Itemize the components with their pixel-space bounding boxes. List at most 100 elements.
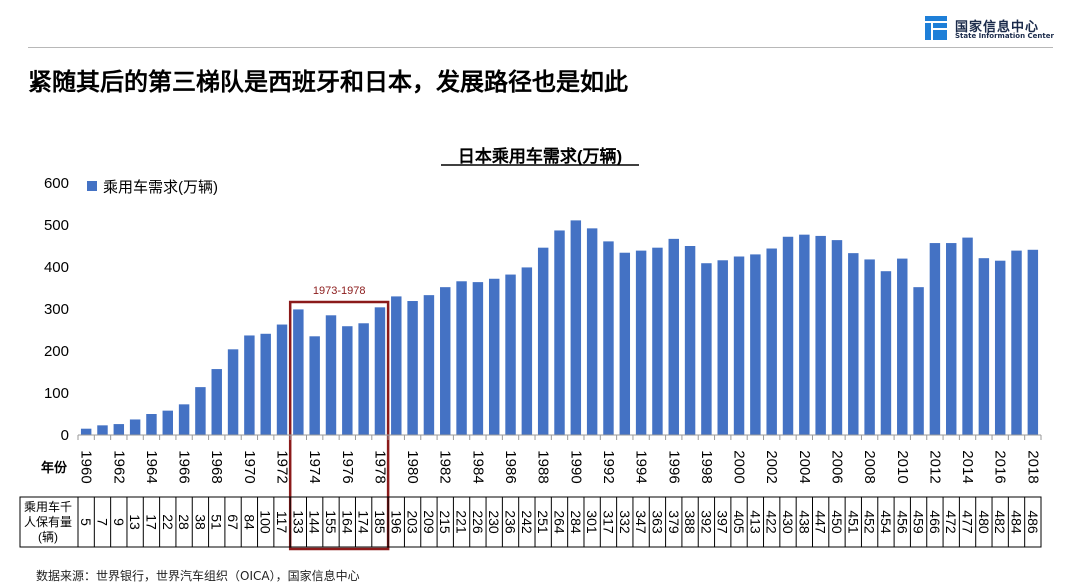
x-axis: 年份 1960 1962 1964 1966 1968 1970 1972 1974 1976 19…	[41, 434, 1042, 484]
x-tick-label: 1992	[600, 450, 617, 483]
bar-1961	[97, 425, 108, 435]
ownership-value-2006: 450	[829, 510, 845, 534]
x-tick-label: 2004	[796, 450, 813, 483]
x-tick-label: 1994	[633, 450, 650, 483]
ownership-value-1979: 196	[388, 510, 404, 534]
y-tick-label: 400	[44, 259, 69, 276]
bar-1981	[423, 295, 435, 435]
x-tick-label: 1974	[306, 450, 323, 483]
x-tick-label: 1988	[535, 450, 552, 483]
bar-2006	[831, 240, 843, 435]
bar-1969	[227, 349, 239, 435]
ownership-value-1992: 317	[600, 510, 616, 534]
bar-2001	[750, 254, 761, 435]
ownership-value-2002: 422	[764, 510, 780, 534]
x-tick-label: 2008	[861, 450, 878, 483]
bar-2002	[766, 248, 777, 435]
bar-2012	[929, 243, 941, 435]
bar-2008	[864, 259, 875, 435]
x-tick-label: 1996	[665, 450, 682, 483]
ownership-value-1983: 221	[454, 510, 470, 534]
x-tick-label: 2002	[763, 450, 780, 483]
ownership-value-1999: 397	[715, 510, 731, 534]
bar-1962	[113, 424, 125, 435]
bar-1980	[407, 301, 418, 435]
bar-2010	[897, 258, 908, 435]
x-tick-label: 1990	[567, 450, 584, 483]
annotation-1973-1978: 1973-1978	[288, 285, 390, 551]
bar-1994	[635, 250, 647, 435]
bar-1991	[586, 228, 598, 435]
x-tick-label: 1984	[469, 450, 486, 483]
ownership-value-1996: 379	[666, 510, 682, 534]
ownership-value-2004: 438	[796, 510, 812, 534]
ownership-value-1962: 9	[111, 518, 127, 526]
ownership-value-1973: 133	[290, 510, 306, 534]
table-row-label: 人保有量	[24, 515, 72, 529]
ownership-value-2014: 477	[960, 510, 976, 534]
logo-name-en: State Information Center	[955, 32, 1054, 40]
x-tick-label: 2018	[1024, 450, 1041, 483]
ownership-value-2012: 466	[927, 510, 943, 534]
x-tick-label: 1964	[143, 450, 160, 483]
ownership-value-1963: 13	[127, 514, 143, 530]
bar-1997	[684, 246, 696, 435]
ownership-value-1978: 185	[372, 510, 388, 534]
table-row-label: (辆)	[38, 530, 58, 544]
bar-1989	[554, 230, 565, 435]
x-tick-label: 1962	[110, 450, 127, 483]
ownership-value-1960: 5	[78, 518, 94, 526]
x-row-label: 年份	[41, 460, 68, 475]
ownership-value-1988: 251	[535, 510, 551, 534]
bar-1967	[195, 387, 206, 435]
bar-1977	[358, 323, 369, 435]
ownership-value-2015: 480	[976, 510, 992, 534]
bar-1970	[244, 335, 255, 435]
ownership-value-1977: 174	[356, 510, 372, 534]
bar-1998	[701, 263, 712, 435]
ownership-value-1986: 236	[503, 510, 519, 534]
ownership-value-2016: 482	[992, 510, 1008, 534]
x-tick-label: 1982	[437, 450, 454, 483]
y-tick-label: 100	[44, 385, 69, 402]
y-tick-label: 200	[44, 343, 69, 360]
bar-2009	[880, 271, 892, 435]
ownership-value-2010: 456	[894, 510, 910, 534]
bar-1992	[603, 241, 614, 435]
ownership-value-1991: 301	[584, 510, 600, 534]
annotation-label: 1973-1978	[313, 285, 366, 297]
ownership-value-1997: 388	[682, 510, 698, 534]
ownership-value-1981: 209	[421, 510, 437, 534]
bar-2018	[1027, 249, 1039, 435]
bar-1993	[619, 252, 631, 435]
ownership-value-2013: 472	[943, 510, 959, 534]
ownership-value-2003: 430	[780, 510, 796, 534]
bar-2016	[994, 260, 1006, 435]
x-tick-label: 2006	[828, 450, 845, 483]
ownership-value-1975: 155	[323, 510, 339, 534]
ownership-value-1994: 347	[633, 510, 649, 534]
y-tick-label: 600	[44, 175, 69, 192]
bar-1984	[472, 282, 484, 435]
bar-2013	[946, 243, 957, 435]
x-tick-label: 1972	[274, 450, 291, 483]
y-tick-label: 500	[44, 217, 69, 234]
chart-title: 日本乘用车需求(万辆)	[458, 146, 622, 166]
bar-1988	[537, 247, 549, 435]
legend-swatch	[87, 181, 97, 191]
bar-2015	[978, 258, 990, 435]
ownership-value-2017: 484	[1009, 510, 1025, 534]
bar-2004	[799, 234, 810, 435]
ownership-value-2008: 452	[862, 510, 878, 534]
bar-1986	[505, 274, 516, 435]
bar-1960	[80, 428, 92, 435]
x-tick-label: 1966	[176, 450, 193, 483]
ownership-value-1972: 117	[274, 511, 290, 534]
ownership-value-2009: 454	[878, 510, 894, 534]
ownership-value-2007: 451	[845, 510, 861, 534]
bar-1971	[260, 333, 271, 435]
x-tick-label: 2014	[959, 450, 976, 483]
ownership-value-1993: 332	[617, 510, 633, 534]
bar-1978	[374, 307, 386, 435]
